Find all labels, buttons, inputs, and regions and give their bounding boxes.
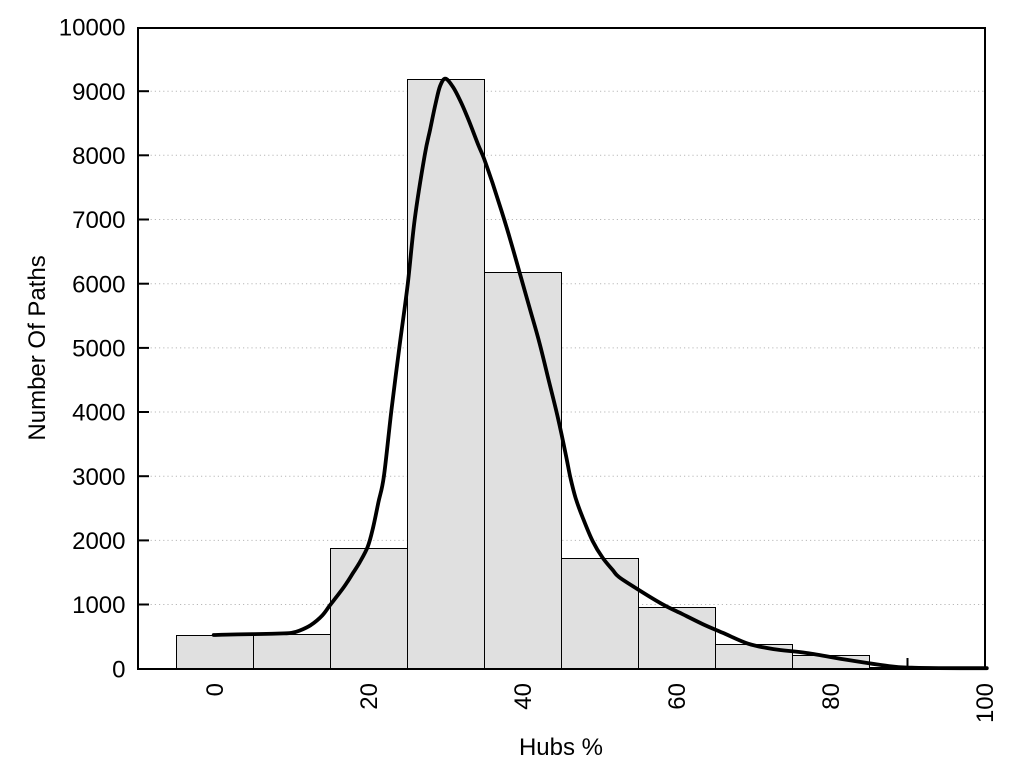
- svg-text:Hubs %: Hubs %: [519, 734, 603, 761]
- svg-text:40: 40: [510, 683, 537, 710]
- svg-text:100: 100: [972, 683, 999, 723]
- svg-text:1000: 1000: [72, 592, 125, 619]
- svg-text:9000: 9000: [72, 79, 125, 106]
- svg-text:80: 80: [818, 683, 845, 710]
- svg-text:7000: 7000: [72, 207, 125, 234]
- svg-text:6000: 6000: [72, 271, 125, 298]
- svg-text:0: 0: [112, 656, 125, 683]
- svg-text:8000: 8000: [72, 143, 125, 170]
- svg-text:20: 20: [356, 683, 383, 710]
- svg-text:5000: 5000: [72, 336, 125, 363]
- svg-text:Number Of Paths: Number Of Paths: [24, 255, 51, 440]
- svg-text:0: 0: [202, 683, 229, 696]
- svg-text:10000: 10000: [59, 15, 126, 42]
- svg-text:4000: 4000: [72, 400, 125, 427]
- svg-text:3000: 3000: [72, 464, 125, 491]
- svg-text:60: 60: [664, 683, 691, 710]
- svg-text:2000: 2000: [72, 528, 125, 555]
